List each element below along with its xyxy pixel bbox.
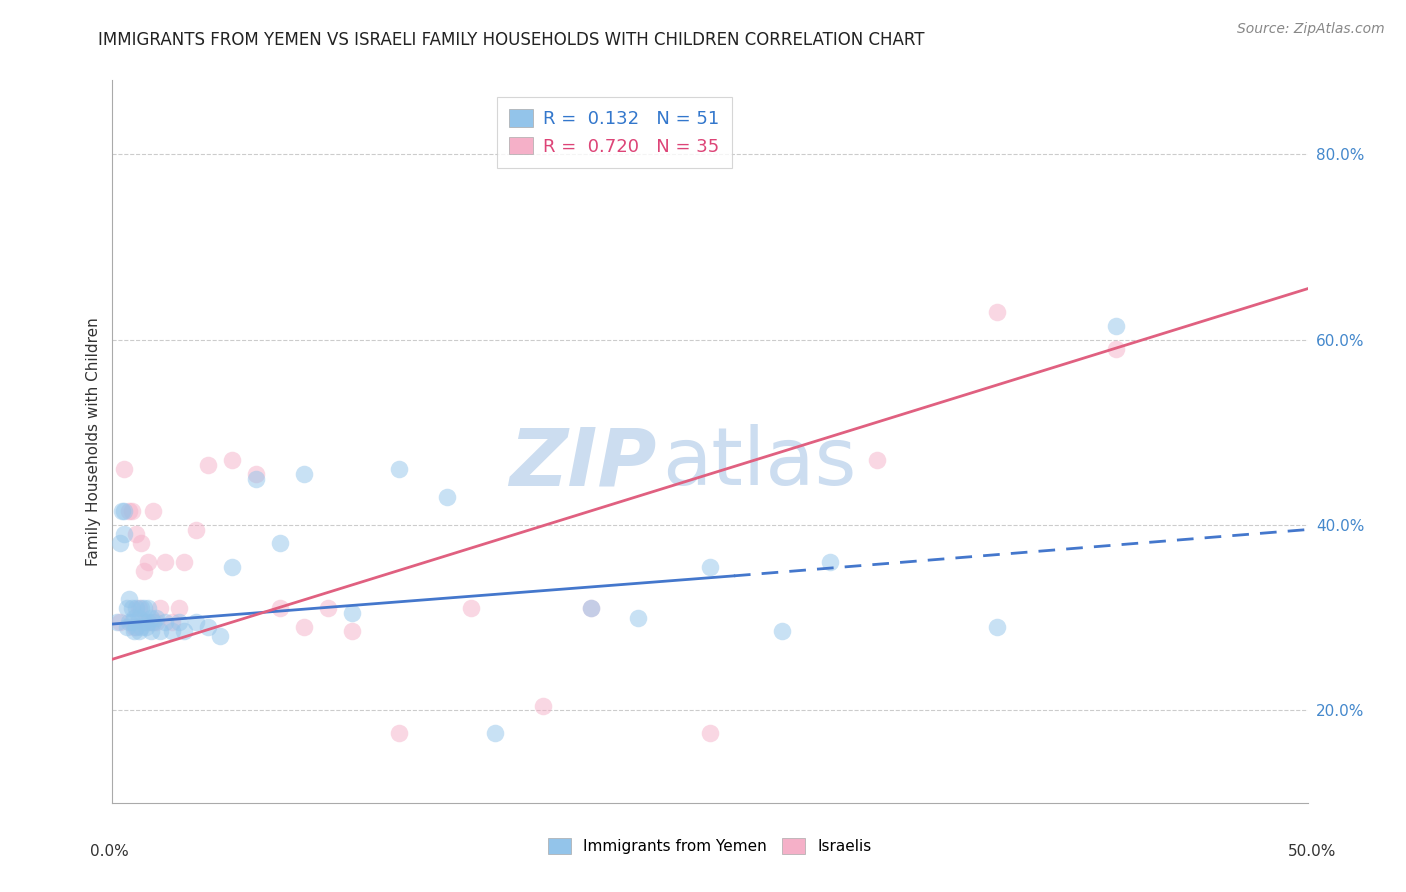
Point bbox=[135, 615, 157, 630]
Point bbox=[129, 536, 152, 550]
Point bbox=[866, 453, 889, 467]
Point bbox=[122, 620, 145, 634]
Point bbox=[986, 620, 1008, 634]
Point bbox=[209, 629, 232, 643]
Point bbox=[135, 620, 157, 634]
Point bbox=[221, 453, 243, 467]
Point bbox=[145, 615, 167, 630]
Point bbox=[121, 615, 143, 630]
Point bbox=[142, 504, 165, 518]
Point bbox=[115, 601, 138, 615]
Point bbox=[121, 601, 143, 615]
Point bbox=[579, 601, 602, 615]
Point bbox=[579, 601, 602, 615]
Point bbox=[699, 559, 721, 574]
Point bbox=[115, 620, 138, 634]
Point bbox=[129, 601, 152, 615]
Text: ZIP: ZIP bbox=[509, 425, 657, 502]
Point bbox=[108, 536, 131, 550]
Point bbox=[118, 504, 141, 518]
Point bbox=[484, 726, 506, 740]
Point bbox=[145, 610, 167, 624]
Text: 0.0%: 0.0% bbox=[90, 845, 129, 859]
Point bbox=[139, 624, 162, 639]
Point bbox=[121, 504, 143, 518]
Point bbox=[108, 615, 131, 630]
Point bbox=[132, 615, 155, 630]
Point bbox=[132, 601, 155, 615]
Point bbox=[388, 726, 411, 740]
Point bbox=[128, 601, 150, 615]
Point bbox=[149, 624, 172, 639]
Point bbox=[125, 527, 148, 541]
Point bbox=[105, 615, 128, 630]
Point bbox=[125, 601, 148, 615]
Point bbox=[340, 606, 363, 620]
Point bbox=[436, 490, 458, 504]
Point bbox=[142, 615, 165, 630]
Point bbox=[169, 601, 191, 615]
Point bbox=[138, 615, 160, 630]
Text: 50.0%: 50.0% bbox=[1288, 845, 1336, 859]
Point bbox=[162, 624, 183, 639]
Point bbox=[173, 624, 195, 639]
Legend: R =  0.132   N = 51, R =  0.720   N = 35: R = 0.132 N = 51, R = 0.720 N = 35 bbox=[496, 96, 733, 169]
Point bbox=[162, 615, 183, 630]
Point bbox=[149, 601, 172, 615]
Point bbox=[139, 610, 162, 624]
Point bbox=[340, 624, 363, 639]
Point bbox=[627, 610, 650, 624]
Point bbox=[186, 523, 208, 537]
Point bbox=[128, 624, 150, 639]
Point bbox=[818, 555, 841, 569]
Point bbox=[129, 620, 152, 634]
Point bbox=[114, 504, 135, 518]
Point bbox=[221, 559, 243, 574]
Point bbox=[316, 601, 339, 615]
Point bbox=[531, 698, 554, 713]
Point bbox=[153, 555, 176, 569]
Point bbox=[186, 615, 208, 630]
Point bbox=[388, 462, 411, 476]
Point bbox=[153, 615, 176, 630]
Y-axis label: Family Households with Children: Family Households with Children bbox=[86, 318, 101, 566]
Point bbox=[122, 610, 145, 624]
Point bbox=[114, 462, 135, 476]
Point bbox=[245, 467, 267, 481]
Point bbox=[132, 564, 155, 578]
Text: Source: ZipAtlas.com: Source: ZipAtlas.com bbox=[1237, 22, 1385, 37]
Point bbox=[114, 527, 135, 541]
Point bbox=[1105, 318, 1128, 333]
Point bbox=[138, 601, 160, 615]
Point bbox=[269, 601, 291, 615]
Point bbox=[169, 615, 191, 630]
Point bbox=[1105, 342, 1128, 356]
Point bbox=[197, 620, 219, 634]
Point bbox=[139, 615, 162, 630]
Point bbox=[699, 726, 721, 740]
Point bbox=[292, 620, 315, 634]
Point bbox=[292, 467, 315, 481]
Point bbox=[460, 601, 482, 615]
Text: IMMIGRANTS FROM YEMEN VS ISRAELI FAMILY HOUSEHOLDS WITH CHILDREN CORRELATION CHA: IMMIGRANTS FROM YEMEN VS ISRAELI FAMILY … bbox=[98, 31, 925, 49]
Point bbox=[122, 624, 145, 639]
Text: atlas: atlas bbox=[662, 425, 856, 502]
Point bbox=[128, 610, 150, 624]
Point bbox=[138, 555, 160, 569]
Point bbox=[269, 536, 291, 550]
Point bbox=[111, 504, 134, 518]
Point bbox=[197, 458, 219, 472]
Point bbox=[173, 555, 195, 569]
Point bbox=[118, 615, 141, 630]
Point bbox=[770, 624, 793, 639]
Point bbox=[125, 620, 148, 634]
Point bbox=[245, 472, 267, 486]
Point bbox=[986, 305, 1008, 319]
Point bbox=[118, 592, 141, 607]
